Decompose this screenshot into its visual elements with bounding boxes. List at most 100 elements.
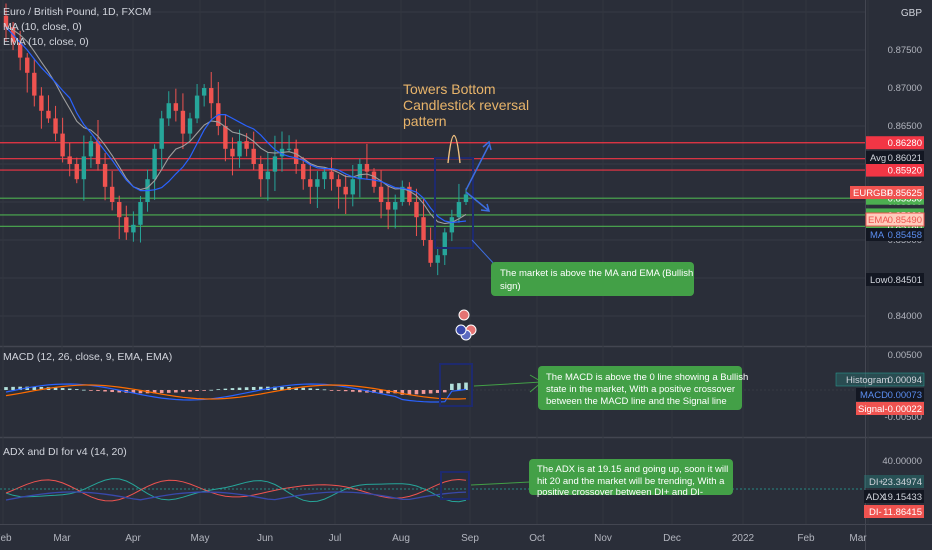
adx-tag: [864, 490, 924, 503]
ema-tag-name: EMA: [868, 215, 889, 226]
histogram-bar: [407, 390, 412, 395]
candle-body: [393, 202, 398, 210]
diplus-tag-name: DI+: [869, 477, 885, 488]
histogram-bar: [223, 388, 228, 390]
histogram-bar: [280, 386, 284, 390]
macd-tag-value: 0.00073: [888, 390, 922, 401]
adx-callout[interactable]: [529, 459, 733, 495]
candle-body: [414, 202, 419, 218]
histogram-bar: [181, 390, 185, 393]
histogram-bar: [18, 386, 22, 390]
histogram-bar: [152, 390, 157, 394]
diplus-tag: [864, 475, 924, 488]
pattern-label-line2: Candlestick reversal: [403, 97, 529, 113]
price-callout[interactable]: [491, 262, 694, 296]
ema-legend[interactable]: EMA (10, close, 0): [3, 36, 89, 48]
symbol-title: Euro / British Pound, 1D, FXCM: [3, 6, 151, 18]
callout-leader: [471, 239, 497, 267]
histogram-bar: [117, 390, 122, 393]
histogram-bar: [315, 388, 320, 390]
level-tag-bg: [866, 136, 924, 150]
diminus-tag: [864, 505, 924, 518]
candle-body: [159, 118, 164, 149]
candle-body: [315, 179, 320, 187]
candle-body: [244, 141, 249, 149]
histogram-bar: [301, 387, 306, 390]
histogram-bar: [138, 390, 143, 394]
signal-tag-name: Signal: [858, 404, 884, 415]
candle-body: [371, 171, 377, 187]
candle-body: [407, 186, 412, 202]
histogram-bar: [379, 390, 383, 394]
avg-tag-name: Avg: [870, 153, 886, 164]
bull-arrow: [465, 144, 490, 191]
macd-box[interactable]: [439, 363, 473, 407]
candle-body: [3, 15, 9, 28]
histogram-bar: [251, 386, 256, 390]
candle-body: [67, 156, 72, 164]
level-lines: [0, 142, 865, 227]
candle-body: [39, 95, 44, 111]
price-tick-label: 0.87500: [888, 45, 922, 56]
candle-body: [442, 232, 447, 256]
event-badge-icon[interactable]: [458, 309, 470, 321]
histogram-bar: [39, 386, 44, 390]
histogram-bar: [294, 387, 298, 390]
candle-body: [251, 148, 256, 164]
price-tick-label: 0.84000: [888, 311, 922, 322]
histogram-bar: [350, 390, 355, 392]
adx-legend[interactable]: ADX and DI for v4 (14, 20): [3, 446, 127, 458]
histogram-bar: [322, 389, 327, 391]
histogram-bar: [11, 386, 15, 390]
histogram-bar: [273, 386, 277, 390]
pattern-box[interactable]: [434, 157, 474, 249]
macd-callout-line3: between the MACD line and the Signal lin…: [546, 396, 727, 407]
histogram-bar: [237, 387, 242, 390]
avg-tag-value: 0.86021: [888, 153, 922, 164]
histogram-bar: [67, 388, 72, 390]
time-axis[interactable]: Feb Mar Apr May Jun Jul Aug Sep Oct Nov Dec 2022 Feb…: [0, 533, 867, 544]
diminus-tag-value: 11.86415: [883, 507, 922, 518]
candle-body: [435, 255, 440, 263]
price-callout-line1: The market is above the MA and EMA (Bull…: [500, 268, 693, 279]
price-axis-bg: [865, 0, 932, 524]
histogram-bar: [400, 390, 405, 395]
candle-body: [25, 57, 30, 73]
histogram-bar: [89, 390, 93, 391]
histogram-bar: [386, 390, 390, 394]
price-callout-line2: sign): [500, 281, 521, 292]
candle-body: [102, 164, 108, 187]
macd-legend[interactable]: MACD (12, 26, close, 9, EMA, EMA): [3, 351, 172, 363]
candle-body: [46, 110, 51, 119]
macd-callout-line2: state in the market, With a positive cro…: [546, 384, 735, 395]
histogram-bar: [209, 389, 214, 391]
event-badge-icon[interactable]: [455, 324, 467, 336]
histogram-bar: [131, 390, 136, 394]
price-panel: [0, 0, 865, 346]
low-tag-value: 0.84501: [888, 275, 922, 286]
time-tick-label: 2022: [732, 533, 755, 544]
candle-body: [456, 202, 462, 218]
currency-label: GBP: [901, 8, 922, 19]
ma-tag-value: 0.85458: [888, 230, 922, 241]
symbol-tag-name: EURGBP: [853, 188, 893, 199]
histogram-bar: [110, 390, 114, 393]
adx-callout-line1: The ADX is at 19.15 and going up, soon i…: [537, 464, 728, 475]
macd-callout[interactable]: [538, 366, 742, 410]
adx-line: [5, 491, 467, 501]
level-tag-value: 0.85920: [888, 166, 922, 177]
candle-body: [194, 95, 200, 119]
ma-legend[interactable]: MA (10, close, 0): [3, 21, 82, 33]
candle-body: [53, 118, 58, 134]
diplus-tag-value: 23.34974: [882, 477, 922, 488]
adx-tag-value: 19.15433: [882, 492, 922, 503]
candle-body: [400, 186, 405, 202]
adx-box[interactable]: [440, 471, 470, 500]
histogram-bar: [230, 388, 235, 390]
histogram-bar: [358, 390, 362, 393]
macd-tag: [856, 388, 924, 401]
candle-body: [88, 141, 94, 157]
time-tick-label: Feb: [797, 533, 815, 544]
histogram-bar: [60, 388, 65, 390]
